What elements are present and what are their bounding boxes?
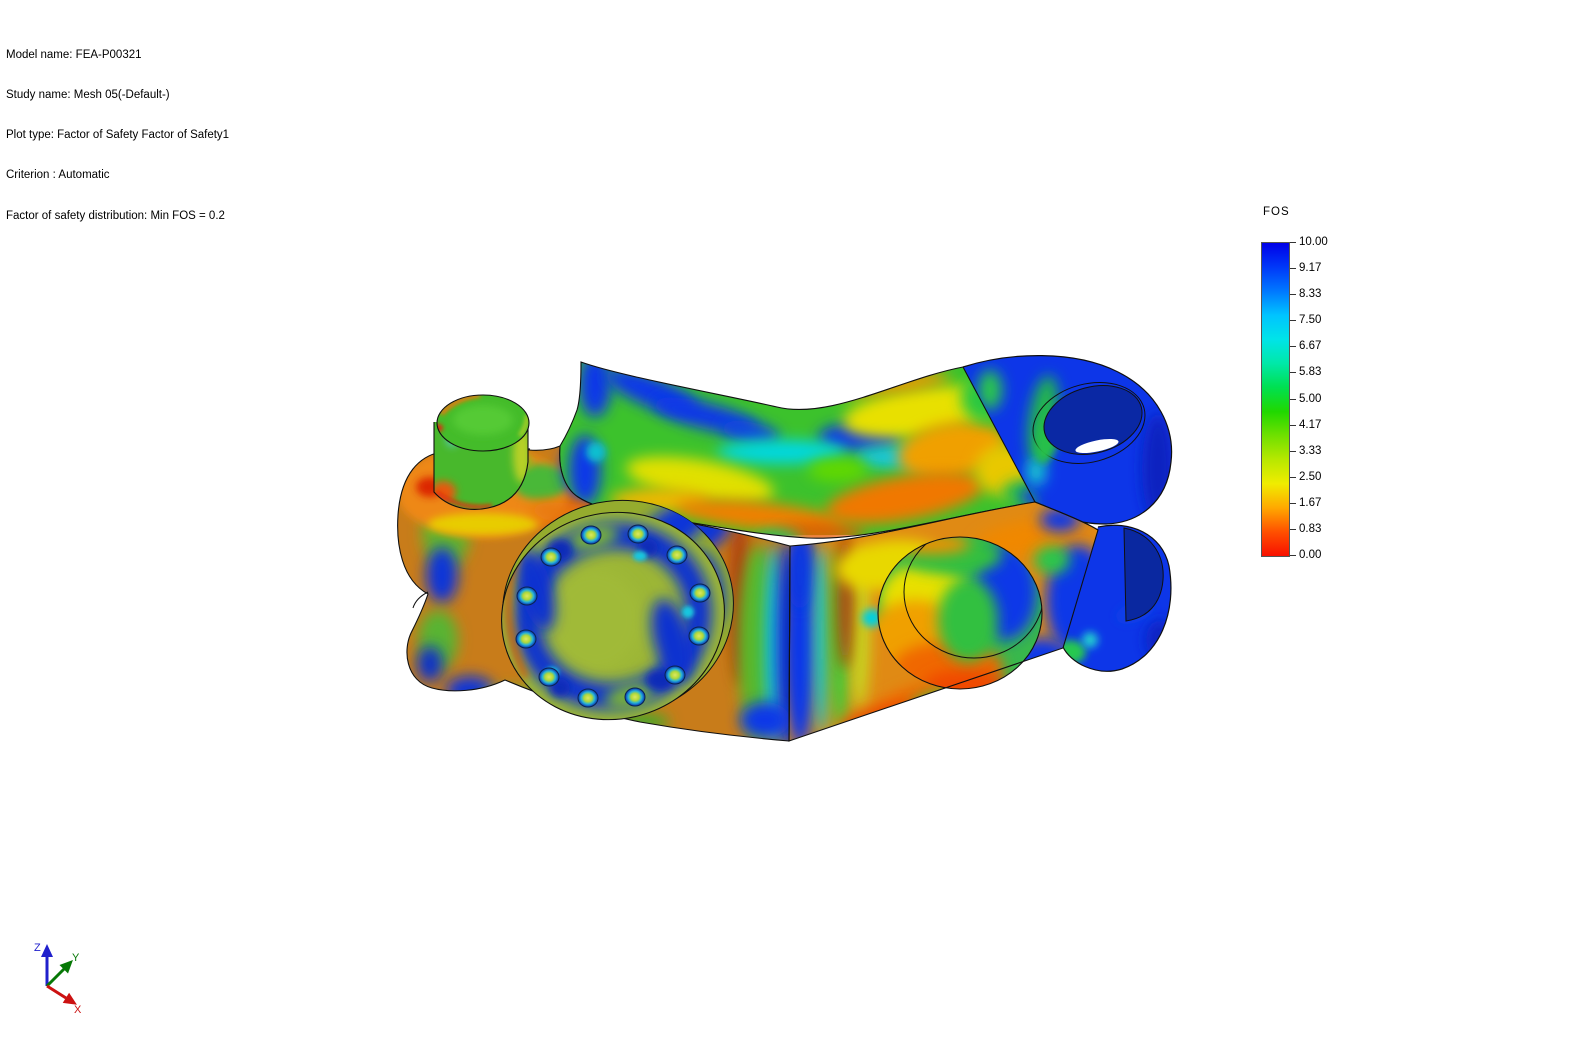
legend-tick-mark [1290,294,1296,296]
legend-tick-mark [1290,268,1296,270]
plot-info-line-study: Study name: Mesh 05(-Default-) [6,89,170,102]
triad-x-axis: X [46,984,82,1016]
legend-tick-mark [1290,450,1296,452]
triad-y-label: Y [72,952,80,964]
model-edges [788,501,1099,742]
legend-tick-label: 2.50 [1299,470,1322,483]
legend-colorbar [1261,242,1290,557]
plot-info-line-plot-type: Plot type: Factor of Safety Factor of Sa… [6,129,230,142]
flange-bolt-holes [515,524,711,708]
plot-info-line-distribution: Factor of safety distribution: Min FOS =… [6,209,225,222]
legend-tick-mark [1290,424,1296,426]
legend-tick-label: 6.67 [1299,340,1322,353]
lug-through-hole [1043,385,1143,455]
z-arrowhead-icon [41,944,53,957]
plot-info-text: Model name: FEA-P00321 Study name: Mesh … [6,22,229,237]
legend-title: FOS [1263,206,1290,218]
legend-ticks: 10.00 9.17 8.33 7.50 6.67 5.83 5.00 4.17 3.33 2.5… [1261,236,1391,561]
legend-tick-mark [1290,502,1296,504]
plot-info-line-criterion: Criterion : Automatic [6,169,110,182]
legend-tick-mark [1290,242,1296,243]
triad-x-label: X [74,1004,82,1016]
legend-tick-label: 5.83 [1299,366,1322,379]
legend-tick-label: 8.33 [1299,288,1322,301]
legend-tick-mark [1290,555,1296,556]
legend-tick-label: 7.50 [1299,314,1322,327]
legend-tick-mark [1290,398,1296,400]
legend-tick-mark [1290,528,1296,530]
plot-info-line-model: Model name: FEA-P00321 [6,48,142,61]
legend-tick-label: 1.67 [1299,496,1322,509]
legend-tick-label: 9.17 [1299,262,1322,275]
legend-tick-label: 5.00 [1299,392,1322,405]
legend-tick-label: 4.17 [1299,418,1322,431]
legend-tick-mark [1290,372,1296,374]
fos-legend: FOS 10.00 9.17 8.33 7.50 6.67 5.83 5.00 4.17 3.3… [1261,206,1391,596]
legend-tick-mark [1290,346,1296,348]
legend-tick-mark [1290,320,1296,322]
triad-z-axis: Z [34,942,53,986]
lug-half-bore [1123,527,1164,622]
cylindrical-boss [433,394,530,510]
triad-y-axis: Y [45,952,80,988]
x-arrowhead-icon [62,992,77,1005]
legend-tick-mark [1290,476,1296,478]
y-arrowhead-icon [59,960,73,974]
body-front-right-face [788,501,1099,742]
triad-z-label: Z [34,942,41,954]
legend-tick-label: 3.33 [1299,444,1322,457]
legend-tick-label: 10.00 [1299,236,1328,248]
orientation-triad[interactable]: Z Y X [24,936,94,1016]
legend-tick-label: 0.00 [1299,549,1322,561]
legend-tick-label: 0.83 [1299,522,1322,535]
